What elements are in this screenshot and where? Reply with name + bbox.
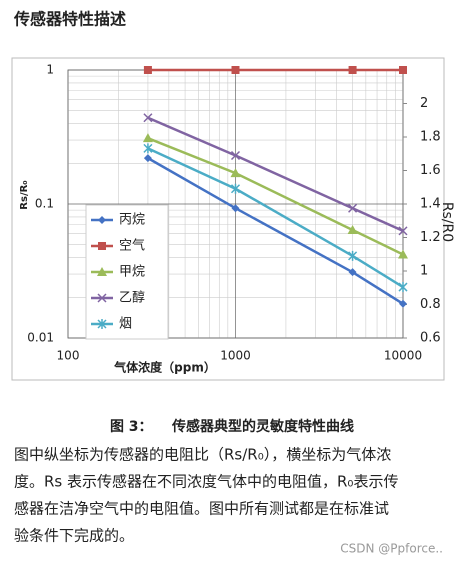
marker <box>230 168 241 178</box>
caption: 图 3： 传感器典型的灵敏度特性曲线 <box>110 418 354 435</box>
marker <box>97 319 107 329</box>
marker <box>348 203 358 213</box>
marker <box>348 66 357 74</box>
y2-tick-label: 1 <box>420 264 428 279</box>
x-tick-label: 1000 <box>220 349 251 363</box>
marker <box>98 242 106 250</box>
y2-tick-label: 0.8 <box>420 297 441 312</box>
marker <box>230 150 241 161</box>
marker <box>399 66 407 74</box>
y2-tick-label: 1.8 <box>420 130 441 145</box>
paragraph-line: 感器在洁净空气中的电阻值。图中所有测试都是在标准试 <box>14 500 389 518</box>
marker <box>399 299 407 308</box>
paragraph-line: 度。Rs 表示传感器在不同浓度气体中的电阻值，R₀表示传 <box>14 473 398 491</box>
line <box>147 136 404 256</box>
y2-tick-label: 1.2 <box>420 230 441 245</box>
x-tick-label: 10000 <box>384 349 422 363</box>
marker <box>231 66 240 74</box>
title: 传感器特性描述 <box>13 10 126 29</box>
marker <box>143 143 153 154</box>
chart-frame <box>11 57 445 381</box>
y2-tick-label: 0.6 <box>420 331 441 346</box>
legend-label: 甲烷 <box>119 265 145 280</box>
marker <box>348 250 358 261</box>
paragraph-line: 验条件下完成的。 <box>14 527 134 545</box>
y-tick-label: 0.1 <box>35 197 54 211</box>
line <box>147 147 404 289</box>
y2-tick-label: 1.4 <box>420 197 441 212</box>
x-tick-label: 100 <box>57 349 80 363</box>
y-tick-label: 1 <box>46 63 54 77</box>
x-axis-label: 气体浓度（ppm） <box>113 360 216 375</box>
y-tick-label: 0.01 <box>27 331 54 345</box>
legend-label: 乙醇 <box>119 290 145 306</box>
watermark: CSDN @Ppforce.. <box>340 542 443 556</box>
line <box>147 116 404 233</box>
marker <box>143 154 152 163</box>
line <box>147 157 404 305</box>
marker <box>231 204 240 213</box>
marker <box>230 183 241 194</box>
legend-label: 烟 <box>119 317 132 332</box>
legend-label: 丙烷 <box>119 213 145 228</box>
y2-axis-label: Rs/R0 <box>439 202 455 242</box>
y2-tick-label: 1.6 <box>420 163 441 178</box>
legend-label: 空气 <box>119 238 145 254</box>
marker <box>97 267 107 276</box>
marker <box>143 113 153 123</box>
marker <box>398 282 408 293</box>
marker <box>98 216 106 224</box>
paragraph-line: 图中纵坐标为传感器的电阻比（Rs/R₀），横坐标为气体浓 <box>14 446 391 464</box>
marker <box>143 66 152 74</box>
marker <box>348 268 357 277</box>
marker <box>347 224 358 234</box>
marker <box>97 293 107 303</box>
marker <box>398 226 408 236</box>
marker <box>142 133 153 143</box>
y-axis-label: Rs/R₀ <box>19 180 30 209</box>
y2-tick-label: 2 <box>420 96 428 111</box>
marker <box>398 249 408 259</box>
